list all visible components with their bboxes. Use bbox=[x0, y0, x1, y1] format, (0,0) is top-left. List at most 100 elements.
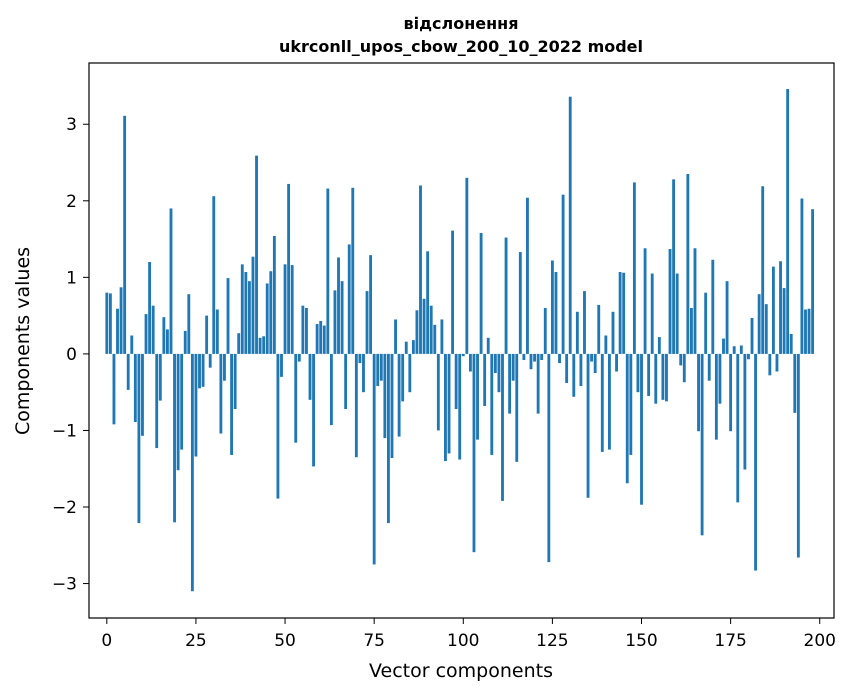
bar-component-144 bbox=[618, 271, 622, 354]
bar-component-165 bbox=[693, 248, 697, 354]
bar-component-161 bbox=[679, 353, 683, 366]
bar-component-168 bbox=[704, 292, 708, 354]
x-tick-label: 0 bbox=[101, 631, 112, 651]
bar-component-53 bbox=[294, 353, 298, 443]
bar-component-107 bbox=[486, 337, 490, 354]
bar-component-52 bbox=[290, 265, 294, 354]
bar-component-35 bbox=[230, 353, 234, 455]
bar-component-124 bbox=[547, 353, 551, 563]
bar-component-79 bbox=[387, 353, 390, 524]
bar-component-38 bbox=[240, 264, 244, 354]
bar-component-54 bbox=[297, 353, 301, 362]
bar-component-167 bbox=[700, 353, 704, 536]
bar-component-192 bbox=[789, 333, 793, 354]
bar-component-71 bbox=[358, 353, 362, 364]
y-tick-label: 1 bbox=[66, 268, 77, 288]
y-axis-label: Components values bbox=[12, 247, 34, 435]
bar-component-73 bbox=[365, 291, 369, 354]
y-tick-label: −3 bbox=[52, 575, 77, 595]
bar-component-49 bbox=[280, 353, 283, 377]
bar-component-84 bbox=[404, 341, 408, 354]
x-tick-label: 150 bbox=[625, 631, 657, 651]
bar-component-193 bbox=[793, 353, 797, 413]
bar-component-153 bbox=[650, 273, 654, 354]
bar-component-150 bbox=[640, 353, 643, 505]
bar-component-11 bbox=[144, 314, 148, 354]
bar-component-34 bbox=[226, 278, 230, 354]
bar-component-97 bbox=[451, 230, 455, 354]
bar-component-112 bbox=[504, 237, 508, 354]
bar-component-69 bbox=[351, 187, 355, 354]
bar-component-197 bbox=[807, 308, 811, 354]
bar-component-83 bbox=[401, 353, 405, 402]
bar-component-19 bbox=[173, 353, 176, 523]
bar-component-76 bbox=[376, 353, 380, 387]
bar-component-40 bbox=[247, 281, 251, 354]
y-tick-label: 2 bbox=[66, 192, 77, 212]
bar-component-103 bbox=[472, 353, 476, 553]
x-tick-label: 100 bbox=[447, 631, 479, 651]
bar-component-75 bbox=[372, 353, 376, 565]
bar-component-82 bbox=[397, 353, 401, 437]
bar-component-181 bbox=[750, 317, 754, 354]
bar-component-43 bbox=[258, 337, 262, 354]
bar-component-179 bbox=[743, 353, 747, 470]
bar-component-102 bbox=[468, 353, 472, 372]
bar-component-87 bbox=[415, 310, 419, 354]
bar-component-29 bbox=[208, 353, 212, 368]
bar-component-47 bbox=[272, 236, 276, 354]
bar-component-159 bbox=[672, 179, 676, 354]
bar-component-196 bbox=[804, 309, 807, 354]
bar-component-98 bbox=[454, 353, 458, 410]
x-tick-label: 200 bbox=[804, 631, 836, 651]
bar-component-24 bbox=[190, 353, 194, 592]
bar-component-178 bbox=[739, 345, 743, 354]
bar-component-180 bbox=[747, 353, 750, 360]
bar-component-6 bbox=[126, 353, 130, 390]
y-tick-label: −1 bbox=[52, 421, 77, 441]
x-axis: 0 25 50 75 100 125 150 175 200 bbox=[101, 618, 836, 651]
bar-component-177 bbox=[736, 353, 740, 503]
bar-component-20 bbox=[176, 353, 180, 471]
bar-component-5 bbox=[123, 115, 127, 354]
bar-component-117 bbox=[522, 353, 526, 361]
bar-component-65 bbox=[337, 257, 340, 354]
bar-component-190 bbox=[782, 288, 786, 354]
bar-component-7 bbox=[130, 335, 134, 354]
bar-component-176 bbox=[732, 346, 736, 354]
bar-component-99 bbox=[458, 353, 462, 460]
bar-component-115 bbox=[515, 353, 519, 462]
bar-component-67 bbox=[344, 353, 348, 410]
bar-component-39 bbox=[244, 271, 248, 354]
bar-component-74 bbox=[369, 255, 373, 354]
bar-component-14 bbox=[155, 353, 159, 449]
bar-component-100 bbox=[461, 353, 465, 357]
bar-component-81 bbox=[394, 319, 397, 354]
bar-component-77 bbox=[379, 353, 383, 381]
bar-component-23 bbox=[187, 294, 191, 354]
bar-component-123 bbox=[543, 307, 547, 354]
bar-component-66 bbox=[340, 281, 344, 354]
bar-component-15 bbox=[158, 353, 162, 401]
bar-component-125 bbox=[550, 260, 554, 354]
y-tick-label: 3 bbox=[66, 115, 77, 135]
bar-component-17 bbox=[166, 329, 169, 354]
x-tick-label: 50 bbox=[274, 631, 296, 651]
bar-component-173 bbox=[722, 338, 725, 354]
bar-component-158 bbox=[668, 249, 672, 354]
bar-component-101 bbox=[465, 177, 469, 354]
bar-component-41 bbox=[251, 256, 255, 354]
bar-component-55 bbox=[301, 305, 305, 354]
bar-component-108 bbox=[490, 353, 494, 455]
bar-component-56 bbox=[305, 307, 308, 354]
bar-component-130 bbox=[568, 96, 572, 354]
bar-component-106 bbox=[483, 353, 487, 406]
bar-component-183 bbox=[757, 294, 761, 354]
bar-component-91 bbox=[429, 305, 433, 354]
bar-component-138 bbox=[597, 304, 601, 354]
bar-component-160 bbox=[675, 273, 679, 354]
bar-component-111 bbox=[501, 353, 504, 501]
bar-component-174 bbox=[725, 281, 729, 354]
bar-component-147 bbox=[629, 353, 633, 455]
